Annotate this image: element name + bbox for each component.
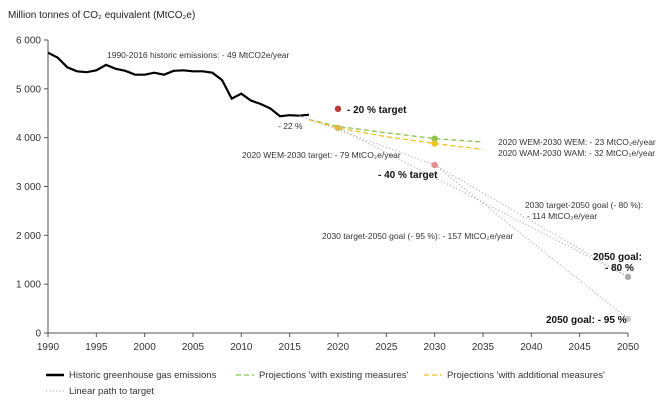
x-tick-label: 2005 — [182, 342, 205, 353]
y-tick-label: 3 000 — [16, 182, 41, 193]
x-tick-label: 2035 — [472, 342, 495, 353]
target-marker — [334, 124, 342, 132]
y-tick-label: 2 000 — [16, 231, 41, 242]
legend: Historic greenhouse gas emissions Project… — [46, 370, 605, 397]
annotation-wem-projection: 2020 WEM-2030 WEM: - 23 MtCO₂e/year — [498, 137, 656, 147]
series-line-3-3 — [434, 164, 629, 320]
series-lines — [47, 51, 629, 320]
x-tick-label: 2020 — [327, 342, 350, 353]
target-marker — [334, 105, 342, 113]
x-tick-label: 2045 — [569, 342, 592, 353]
y-axis-title: Million tonnes of CO₂ equivalent (MtCO₂e… — [8, 10, 195, 21]
annotation-minus-22: - 22 % — [278, 121, 303, 131]
legend-label: Projections 'with existing measures' — [259, 370, 409, 381]
y-tick-label: 6 000 — [16, 36, 41, 47]
axes: 1990 1995 2000 2005 2010 2015 2020 2025 2030 2035… — [16, 36, 640, 354]
series-line-2 — [308, 118, 484, 151]
x-tick-label: 1995 — [85, 342, 108, 353]
annotation-2050-goal-80-line1: 2050 goal: — [593, 252, 642, 263]
y-tick-label: 0 — [35, 329, 41, 340]
annotation-target-40: - 40 % target — [378, 170, 438, 181]
target-marker — [624, 315, 632, 323]
target-marker — [624, 273, 632, 281]
legend-label: Historic greenhouse gas emissions — [69, 370, 217, 381]
x-tick-label: 2025 — [375, 342, 398, 353]
annotation-wam-projection: 2020 WAM-2030 WAM: - 32 MtCO₂e/year — [498, 148, 655, 158]
y-tick-label: 4 000 — [16, 133, 41, 144]
series-line-3-0 — [299, 115, 435, 166]
target-markers — [334, 105, 632, 323]
x-tick-label: 2000 — [134, 342, 157, 353]
target-marker — [431, 161, 438, 169]
x-tick-label: 1990 — [37, 342, 60, 353]
x-tick-label: 2050 — [617, 342, 640, 353]
x-tick-label: 2040 — [520, 342, 543, 353]
x-tick-label: 2010 — [230, 342, 253, 353]
annotation-wem-target: 2020 WEM-2030 target: - 79 MtCO₂e/year — [242, 150, 401, 160]
legend-label: Linear path to target — [69, 386, 154, 397]
target-marker — [431, 135, 438, 142]
x-tick-label: 2015 — [279, 342, 302, 353]
series-line-0 — [47, 51, 310, 118]
annotation-target-20: - 20 % target — [347, 105, 407, 116]
annotation-2050-goal-80-line2: - 80 % — [605, 263, 634, 274]
annotation-goal-95-rate: 2030 target-2050 goal (- 95 %): - 157 Mt… — [322, 231, 514, 241]
y-tick-label: 1 000 — [16, 280, 41, 291]
annotation-goal-80-rate-line1: 2030 target-2050 goal (- 80 %): — [525, 200, 643, 210]
target-marker — [431, 140, 438, 147]
annotation-2050-goal-95: 2050 goal: - 95 % — [546, 315, 627, 326]
annotations: 1990-2016 historic emissions: - 49 MtCO2… — [107, 50, 656, 326]
y-tick-label: 5 000 — [16, 84, 41, 95]
legend-label: Projections 'with additional measures' — [447, 370, 605, 381]
series-line-1 — [308, 118, 484, 143]
annotation-historic-rate: 1990-2016 historic emissions: - 49 MtCO2… — [107, 50, 290, 60]
x-tick-label: 2030 — [424, 342, 447, 353]
annotation-goal-80-rate-line2: - 114 MtCO₂e/year — [527, 211, 597, 221]
